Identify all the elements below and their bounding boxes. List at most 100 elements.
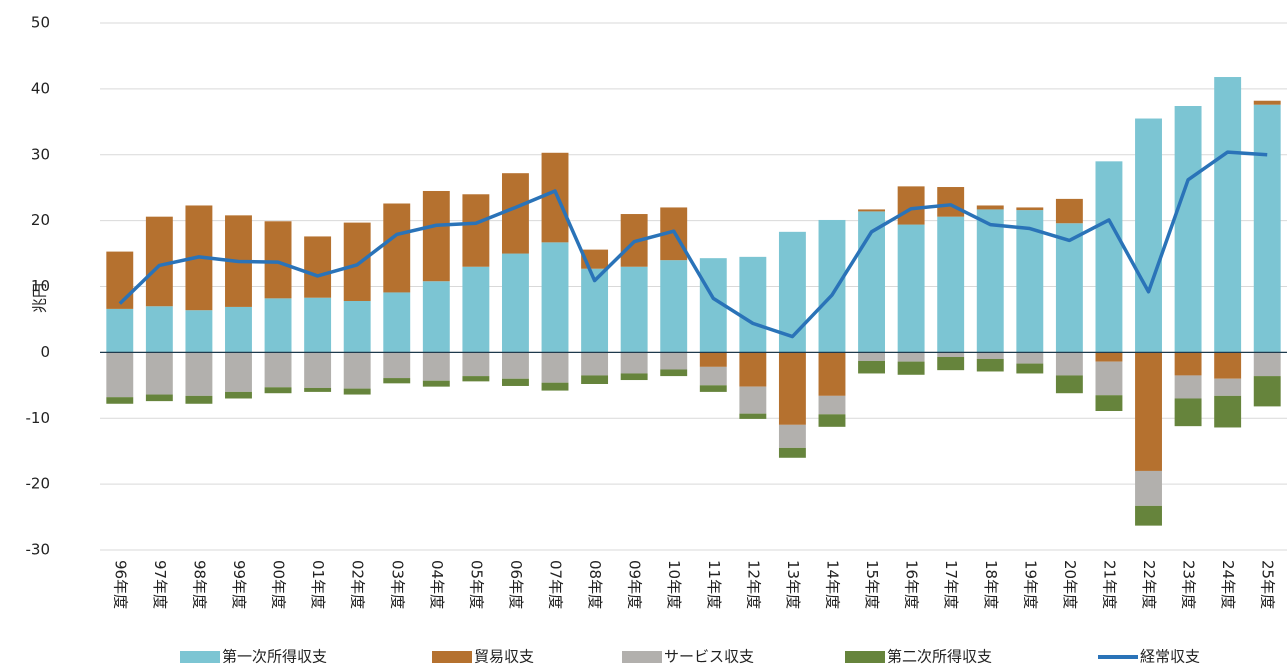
x-tick-label: 20年度 — [1061, 560, 1079, 609]
bar-segment — [1016, 363, 1044, 374]
bar-segment — [937, 187, 965, 217]
bar-segment — [343, 388, 371, 395]
bar-segment — [422, 281, 450, 353]
bar-segment — [778, 424, 806, 448]
x-tick-label: 08年度 — [586, 560, 604, 609]
bar-segment — [1253, 352, 1281, 377]
x-tick-label: 00年度 — [270, 560, 288, 609]
bar-segment — [1253, 100, 1281, 105]
bar-segment — [1135, 118, 1162, 353]
bar-segment — [541, 382, 569, 391]
bar-segment — [937, 216, 965, 353]
x-tick-label: 97年度 — [151, 560, 169, 609]
bar-segment — [185, 352, 213, 396]
bar-segment — [818, 219, 846, 353]
bar-segment — [1095, 361, 1123, 396]
x-tick-label: 12年度 — [744, 560, 762, 609]
bar-segment — [976, 209, 1004, 353]
x-tick-label: 21年度 — [1100, 560, 1118, 609]
bar-segment — [264, 387, 292, 394]
bar-segment — [1055, 198, 1083, 224]
bar-segment — [739, 352, 767, 387]
bar-segment — [976, 205, 1004, 210]
bar-segment — [462, 266, 490, 353]
bar-segment — [660, 369, 688, 377]
bar-segment — [1174, 106, 1202, 353]
bar-segment — [1214, 378, 1242, 396]
bar-segment — [422, 352, 450, 381]
bar-segment — [660, 260, 688, 353]
bar-segment — [1095, 352, 1123, 362]
y-tick-label: 30 — [31, 145, 50, 163]
x-tick-label: 17年度 — [942, 560, 960, 609]
bar-segment — [818, 395, 846, 415]
bar-segment — [1095, 395, 1123, 412]
bar-segment — [145, 394, 173, 402]
x-tick-label: 07年度 — [547, 560, 565, 609]
bar-segment — [106, 352, 134, 398]
bar-segment — [343, 222, 371, 301]
bar-segment — [106, 397, 134, 404]
bar-segment — [264, 352, 292, 388]
x-tick-label: 14年度 — [823, 560, 841, 609]
bar-segment — [1055, 352, 1083, 376]
bar-segment — [383, 352, 411, 379]
bar-segment — [264, 298, 292, 353]
bar-segment — [1095, 161, 1123, 353]
y-tick-label: 20 — [31, 211, 50, 229]
bar-segment — [225, 306, 252, 353]
bar-segment — [1135, 505, 1162, 526]
bar-segment — [462, 194, 490, 267]
x-tick-label: 18年度 — [982, 560, 1000, 609]
bar-segment — [699, 352, 727, 367]
bar-segment — [304, 236, 332, 298]
bar-segment — [343, 300, 371, 353]
bar-segment — [937, 352, 965, 357]
bar-segment — [581, 352, 609, 376]
x-tick-label: 24年度 — [1219, 560, 1237, 609]
bar-segment — [897, 352, 925, 362]
bar-segment — [660, 352, 688, 370]
bar-segment — [739, 256, 767, 353]
bar-segment — [541, 152, 569, 243]
bar-segment — [778, 352, 806, 425]
bar-segment — [620, 373, 648, 381]
y-tick-label: 40 — [31, 79, 50, 97]
y-tick-label: -20 — [26, 475, 51, 493]
x-tick-label: 06年度 — [507, 560, 525, 609]
y-tick-label: 50 — [31, 14, 50, 32]
bar-segment — [145, 306, 173, 353]
bar-segment — [1214, 395, 1242, 428]
x-tick-label: 19年度 — [1021, 560, 1039, 609]
bar-segment — [462, 352, 490, 377]
bar-segment — [897, 186, 925, 225]
bar-segment — [1055, 375, 1083, 394]
x-tick-label: 23年度 — [1180, 560, 1198, 609]
bar-segment — [185, 395, 213, 404]
y-axis-label: 兆円 — [31, 283, 49, 313]
legend-swatch — [180, 651, 220, 663]
bar-segment — [422, 190, 450, 282]
bar-segment — [976, 358, 1004, 372]
bar-segment — [462, 376, 490, 382]
bar-segment — [304, 387, 332, 392]
bar-segment — [501, 253, 529, 353]
x-tick-label: 16年度 — [903, 560, 921, 609]
bar-segment — [937, 356, 965, 371]
x-tick-label: 02年度 — [349, 560, 367, 609]
bar-segment — [1055, 223, 1083, 353]
x-tick-label: 04年度 — [428, 560, 446, 609]
legend-swatch — [622, 651, 662, 663]
bar-segment — [501, 352, 529, 379]
bar-segment — [225, 391, 252, 399]
bar-segment — [343, 352, 371, 389]
x-tick-label: 99年度 — [230, 560, 248, 609]
bar-segment — [778, 447, 806, 458]
bar-segment — [304, 352, 332, 388]
bar-segment — [1253, 376, 1281, 407]
bar-segment — [1016, 352, 1044, 364]
x-tick-label: 09年度 — [626, 560, 644, 609]
bar-segment — [739, 386, 767, 414]
legend-label: 第一次所得収支 — [222, 648, 327, 666]
